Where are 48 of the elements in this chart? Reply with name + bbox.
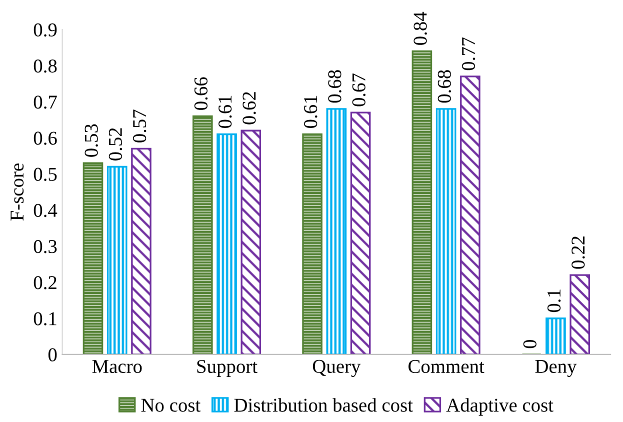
data-label: 0.77 <box>462 37 476 70</box>
legend-label: No cost <box>141 398 201 412</box>
y-tick-label: 0.5 <box>34 168 57 181</box>
data-label: 0 <box>523 340 536 348</box>
x-tick-label: Comment <box>408 360 484 374</box>
data-label: 0.1 <box>547 290 561 312</box>
bar <box>240 130 262 354</box>
data-label: 0.57 <box>132 110 146 142</box>
y-tick-label: 0.1 <box>34 312 56 326</box>
legend-label: Adaptive cost <box>446 398 554 416</box>
data-label: 0.61 <box>304 96 318 128</box>
data-label: 0.66 <box>194 77 208 110</box>
bar <box>436 108 456 354</box>
y-tick-label: 0.9 <box>34 23 57 37</box>
data-label: 0.52 <box>108 128 122 160</box>
bar <box>570 274 590 354</box>
data-label: 0.22 <box>572 236 585 269</box>
x-tick-label: Query <box>312 360 361 377</box>
bar <box>326 108 347 354</box>
y-tick-label: 0.8 <box>34 59 57 73</box>
y-tick-label: 0 <box>48 348 57 362</box>
bar <box>216 133 237 354</box>
data-label: 0.67 <box>352 74 366 106</box>
y-tick-label: 0.6 <box>34 132 57 145</box>
bar <box>131 148 152 354</box>
y-tick-label: 0.4 <box>34 204 58 218</box>
data-label: 0.61 <box>218 96 232 128</box>
y-tick-label: 0.2 <box>34 276 56 290</box>
data-label: 0.53 <box>84 124 98 157</box>
data-label: 0.68 <box>438 70 452 103</box>
bar <box>460 76 480 354</box>
y-tick-label: 0.7 <box>34 96 57 109</box>
bar <box>412 50 432 354</box>
bar <box>302 133 322 354</box>
legend-label: Distribution based cost <box>234 398 413 412</box>
y-axis-title: F-score <box>10 164 24 221</box>
bar <box>106 166 128 354</box>
data-label: 0.68 <box>328 70 342 103</box>
x-tick-label: Macro <box>92 360 142 374</box>
data-label: 0.84 <box>414 12 427 45</box>
bar <box>350 112 371 354</box>
bar <box>546 318 566 354</box>
data-label: 0.62 <box>242 92 256 124</box>
x-tick-label: Support <box>197 360 258 377</box>
bar <box>82 162 104 354</box>
x-tick-label: Deny <box>535 360 577 377</box>
y-tick-label: 0.3 <box>34 240 57 254</box>
bar <box>192 115 213 354</box>
